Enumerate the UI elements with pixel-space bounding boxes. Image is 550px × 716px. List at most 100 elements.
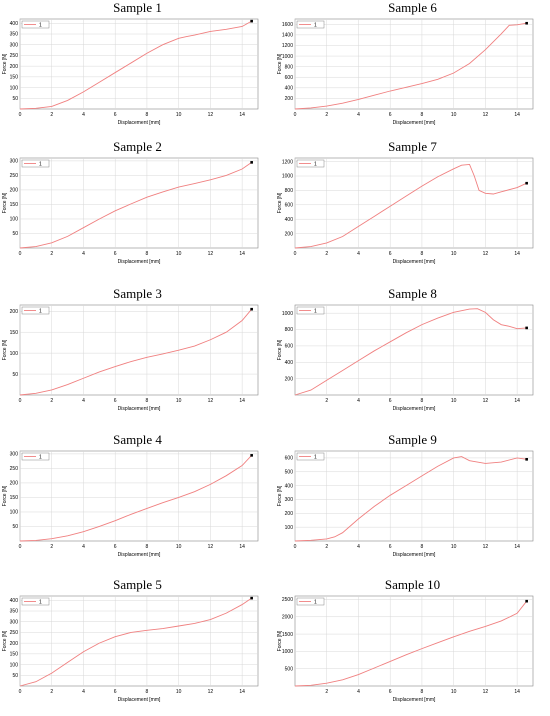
chart-panel: Sample 3 0 2 4 6 8 10 12 14 50 100 150 200 Displaceme… [0,286,275,425]
chart-panel: Sample 7 0 2 4 6 8 10 12 14 200 400 600 800 1000 1200 D… [275,139,550,278]
x-tick-label: 4 [357,112,360,118]
y-tick-label: 250 [10,53,19,59]
series-line [19,308,252,396]
plot-frame [294,595,534,687]
end-point-marker [250,596,253,600]
end-point-marker [250,307,253,311]
y-tick-label: 400 [285,360,294,366]
x-tick-label: 6 [114,251,117,257]
y-tick-label: 1000 [282,174,293,180]
y-tick-label: 150 [10,495,19,501]
y-tick-label: 600 [285,344,294,350]
chart-title: Sample 6 [388,0,437,15]
y-tick-label: 2500 [282,597,293,603]
plot-frame [294,450,534,542]
y-tick-label: 50 [12,673,18,679]
y-tick-label: 50 [12,96,18,102]
x-tick-label: 12 [483,398,489,404]
x-tick-label: 10 [451,689,457,695]
legend-label: 1 [39,454,42,460]
y-tick-label: 800 [285,327,294,333]
series-line [294,164,527,249]
y-tick-label: 50 [12,524,18,530]
y-axis-label: Force [N] [277,485,283,506]
end-point-marker [250,19,253,23]
chart-title: Sample 10 [384,577,441,592]
x-axis-label: Displacement [mm] [393,552,436,558]
y-tick-label: 400 [10,21,19,27]
y-tick-label: 100 [10,510,19,516]
x-tick-label: 2 [50,112,53,118]
y-axis-label: Force [N] [277,192,283,213]
y-tick-label: 100 [10,217,19,223]
y-axis-label: Force [N] [2,485,8,506]
series-line [19,597,252,687]
series-line [19,20,252,110]
x-tick-label: 4 [82,112,85,118]
x-tick-label: 12 [208,251,214,257]
y-tick-label: 100 [10,351,19,357]
x-tick-label: 6 [389,398,392,404]
x-tick-label: 8 [421,398,424,404]
y-axis-label: Force [N] [277,53,283,74]
y-tick-label: 600 [285,456,294,462]
y-tick-label: 200 [285,231,294,237]
end-point-marker [250,454,253,457]
y-tick-label: 100 [10,662,19,668]
x-tick-label: 6 [114,398,117,404]
chart-title: Sample 4 [113,432,162,447]
chart-title: Sample 2 [113,139,162,154]
x-tick-label: 12 [208,689,214,695]
chart-svg: 0 2 4 6 8 10 12 14 50 100 150 200 250 300 Displacement… [2,450,259,558]
series-line [294,308,527,396]
plot-frame [19,304,259,396]
chart-panel: Sample 6 0 2 4 6 8 10 12 14 200 400 600 800 1000 1200 1… [275,0,550,139]
y-tick-label: 200 [10,64,19,70]
x-tick-label: 2 [325,544,328,550]
legend-label: 1 [314,308,317,314]
x-tick-label: 10 [176,398,182,404]
chart-title: Sample 8 [388,286,437,301]
y-tick-label: 200 [10,481,19,487]
x-tick-label: 0 [294,251,297,257]
x-tick-label: 4 [357,398,360,404]
x-tick-label: 10 [176,112,182,118]
plot-frame [19,450,259,542]
chart-panel: Sample 9 0 2 4 6 8 10 12 14 100 200 300 400 500 600 Dis… [275,432,550,571]
y-tick-label: 100 [285,525,294,531]
chart-panel: Sample 10 2 4 6 8 10 12 14 500 1000 1500 2000 2500 Di… [275,577,550,716]
y-tick-label: 1600 [282,22,293,28]
y-tick-label: 1000 [282,649,293,655]
y-axis-label: Force [N] [2,630,8,651]
x-tick-label: 2 [50,398,53,404]
x-tick-label: 12 [208,398,214,404]
x-tick-label: 8 [146,251,149,257]
end-point-marker [525,181,528,185]
y-tick-label: 250 [10,173,19,179]
chart-svg: 0 2 4 6 8 10 12 14 50 100 150 200 250 300 Displacement… [2,157,259,265]
y-tick-label: 600 [285,75,294,81]
x-tick-label: 4 [82,544,85,550]
y-axis-label: Force [N] [277,339,283,360]
legend: 1 [21,306,50,314]
y-tick-label: 250 [10,630,19,636]
y-tick-label: 600 [285,203,294,209]
legend-label: 1 [39,308,42,314]
x-tick-label: 2 [50,251,53,257]
chart-svg: 0 2 4 6 8 10 12 14 50 100 150 200 Displacement [mm] F… [2,304,259,412]
chart-panel: Sample 2 0 2 4 6 8 10 12 14 50 100 150 200 250 300 Disp… [0,139,275,278]
series-line [19,455,252,542]
x-tick-label: 6 [389,689,392,695]
y-tick-label: 1200 [282,43,293,49]
x-tick-label: 10 [451,544,457,550]
x-tick-label: 10 [176,251,182,257]
x-tick-label: 14 [514,398,520,404]
y-axis-label: Force [N] [2,339,8,360]
x-axis-label: Displacement [mm] [393,259,436,265]
series-line [294,22,527,110]
y-tick-label: 1500 [282,632,293,638]
x-tick-label: 12 [483,689,489,695]
x-tick-label: 4 [357,689,360,695]
legend-label: 1 [314,22,317,28]
y-axis-label: Force [N] [2,53,8,74]
